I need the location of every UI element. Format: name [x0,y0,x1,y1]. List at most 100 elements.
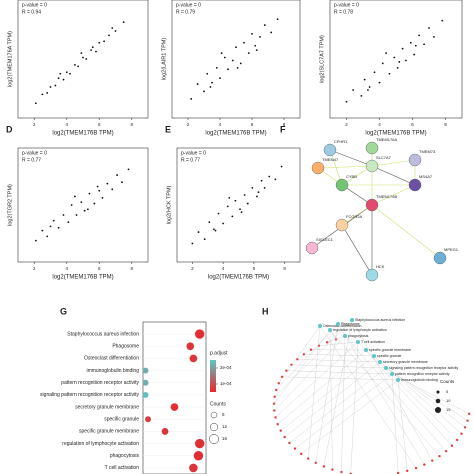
stat-label: R = 0.78 [334,9,353,15]
point [127,168,130,171]
edge [289,367,387,444]
y-tick-label: specific granule membrane [79,429,139,435]
term-label: immunoglobulin binding [401,378,438,382]
legend-label: 16 [222,436,228,441]
point [247,52,250,54]
gene-node [277,382,280,385]
term-label: T cell activation [361,340,385,344]
term-label: phagocytosis [348,334,369,338]
point [236,66,239,69]
point [268,175,271,178]
point [75,214,78,216]
point [263,187,266,189]
network-node [408,178,422,192]
y-tick-label: immunoglobulin binding [86,368,139,374]
legend-dot [434,406,442,414]
term-node [350,318,354,322]
x-tick-label: 8 [130,266,133,271]
edge [351,319,433,461]
edge [319,325,417,469]
point [197,231,200,233]
dot [194,438,205,449]
point [352,89,354,91]
point [196,83,199,85]
edge [303,354,375,357]
point [80,201,83,204]
term-node [343,334,347,338]
y-axis-label: log2(TGR2 TPM) [7,184,13,226]
point [101,196,104,199]
point [418,34,420,37]
point [209,86,212,88]
point [239,208,241,211]
x-tick-label: 4 [65,122,68,127]
node-label: CFHR1 [334,139,348,144]
edge [308,325,321,459]
point [116,174,119,176]
gene-node [283,435,286,439]
x-tick-label: 2 [33,122,36,127]
edge [397,379,408,471]
point [234,199,237,202]
x-tick-label: 2 [191,266,194,271]
point [259,35,261,38]
point [368,86,371,88]
dot [145,416,151,423]
edge [282,376,399,381]
network-node [433,251,447,265]
point [77,65,80,68]
point [345,100,348,103]
plot-frame [17,147,149,263]
dot [170,403,179,411]
network-node [408,153,422,167]
y-tick-label: Osteoclast differentiation [84,356,139,362]
network-node [365,141,379,155]
plot-frame [176,147,301,263]
point [34,102,37,105]
point [62,214,65,216]
point [54,84,57,87]
point [274,178,277,181]
y-tick-label: T cell activation [105,465,140,471]
point [65,71,68,74]
point [373,71,376,74]
point [367,89,369,91]
point [90,49,93,52]
gene-node [273,395,276,398]
dot [142,367,149,374]
legend-label: 8 [222,412,225,417]
x-tick-label: 6 [98,266,101,271]
edge [329,329,333,470]
point [215,66,218,69]
gene-node [450,444,454,447]
legend-title: Counts [440,379,455,384]
point [280,165,283,168]
point [226,205,229,208]
gene-node [468,412,471,416]
dot [161,428,169,435]
node-label: TMEM176A [376,137,397,142]
node-label: TMEM47 [322,157,339,162]
gene-node [340,470,343,474]
stat-label: R = 0.94 [22,9,41,15]
point [49,225,52,228]
color-bar [210,360,216,392]
point [69,72,71,75]
network-node [323,143,337,157]
point [256,195,258,198]
term-node [384,366,388,370]
point [203,90,205,93]
legend-label: 15 [446,407,451,412]
point [393,56,396,59]
edge [294,373,393,449]
gene-node [406,469,409,473]
x-tick-label: 4 [222,266,225,271]
term-node [372,354,376,358]
point [257,191,260,194]
network-node [335,218,349,232]
point [114,30,117,32]
point [106,182,109,185]
legend-dot [435,398,441,404]
edge [278,325,321,384]
x-tick-label: 6 [253,266,256,271]
